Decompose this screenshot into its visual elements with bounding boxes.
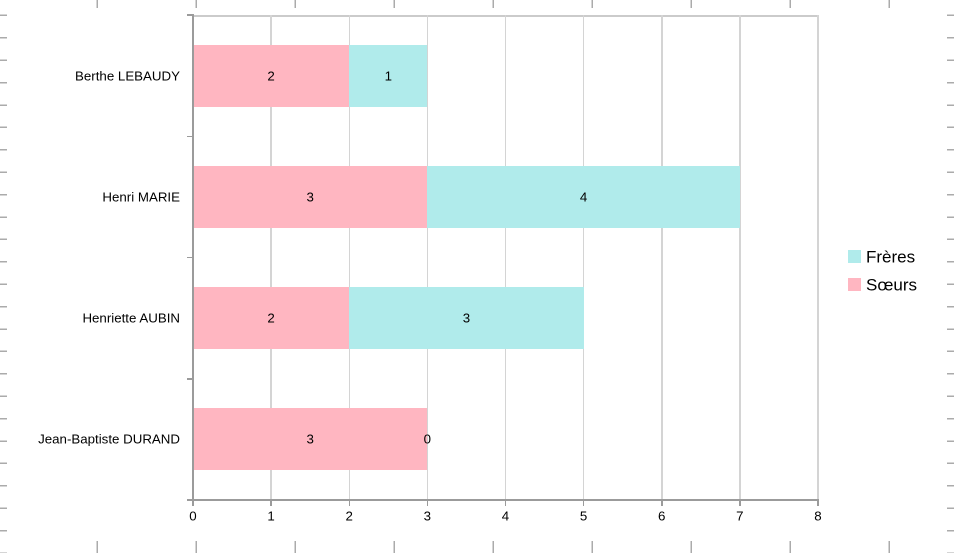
bar-value-label: 0	[423, 431, 432, 447]
y-axis-tick	[187, 135, 193, 137]
category-label: Jean-Baptiste DURAND	[38, 431, 180, 447]
category-label: Henriette AUBIN	[82, 310, 180, 326]
x-tick-label: 8	[814, 508, 822, 524]
bar-value-label: 1	[384, 67, 393, 83]
x-axis-tick	[661, 500, 663, 506]
chart-object[interactable]	[7, 8, 946, 541]
y-axis-tick	[187, 499, 193, 501]
x-axis-tick	[426, 500, 429, 506]
gridline	[504, 15, 507, 500]
gridline	[661, 15, 663, 500]
gridline	[582, 15, 585, 500]
x-tick-label: 6	[658, 508, 666, 524]
bar-value-label: 4	[579, 189, 588, 205]
bar-value-label: 2	[267, 67, 275, 83]
bar-value-label: 2	[267, 310, 275, 326]
gridline	[739, 15, 741, 500]
gridline	[426, 15, 429, 500]
y-axis-tick	[187, 378, 193, 380]
x-axis-tick	[504, 500, 507, 506]
x-axis-tick	[817, 500, 819, 506]
bar-segment-surs[interactable]	[193, 44, 350, 107]
x-tick-label: 4	[501, 508, 510, 524]
x-axis-tick	[348, 500, 350, 506]
category-label: Berthe LEBAUDY	[75, 67, 180, 83]
x-tick-label: 5	[579, 508, 588, 524]
x-axis-tick	[582, 500, 585, 506]
bar-segment-frres[interactable]	[349, 287, 584, 350]
x-tick-label: 3	[423, 508, 432, 524]
bar-segment-surs[interactable]	[193, 165, 428, 228]
bar-segment-frres[interactable]	[349, 44, 428, 107]
category-label: Henri MARIE	[102, 189, 180, 205]
bar-segment-frres[interactable]	[427, 165, 740, 228]
bar-value-label: 3	[462, 310, 471, 326]
y-axis[interactable]	[192, 14, 194, 502]
bar-value-label: 3	[306, 431, 314, 447]
x-tick-label: 1	[267, 508, 275, 524]
legend-item-label[interactable]: Sœurs	[866, 275, 917, 295]
y-axis-tick	[187, 14, 193, 16]
bar-value-label: 3	[306, 189, 314, 205]
x-tick-label: 7	[736, 508, 744, 524]
x-tick-label: 2	[345, 508, 353, 524]
x-axis-tick	[270, 500, 272, 506]
legend-swatch[interactable]	[848, 250, 861, 263]
bar-segment-surs[interactable]	[193, 287, 350, 350]
gridline	[270, 15, 272, 500]
x-tick-label: 0	[189, 508, 197, 524]
bar-segment-surs[interactable]	[193, 408, 428, 471]
gridline	[817, 15, 819, 500]
legend-item-label[interactable]: Frères	[866, 247, 916, 266]
x-axis-tick	[192, 500, 194, 506]
gridline	[348, 15, 350, 500]
x-axis-tick	[739, 500, 741, 506]
legend-swatch[interactable]	[848, 278, 861, 292]
y-axis-tick	[187, 256, 193, 259]
